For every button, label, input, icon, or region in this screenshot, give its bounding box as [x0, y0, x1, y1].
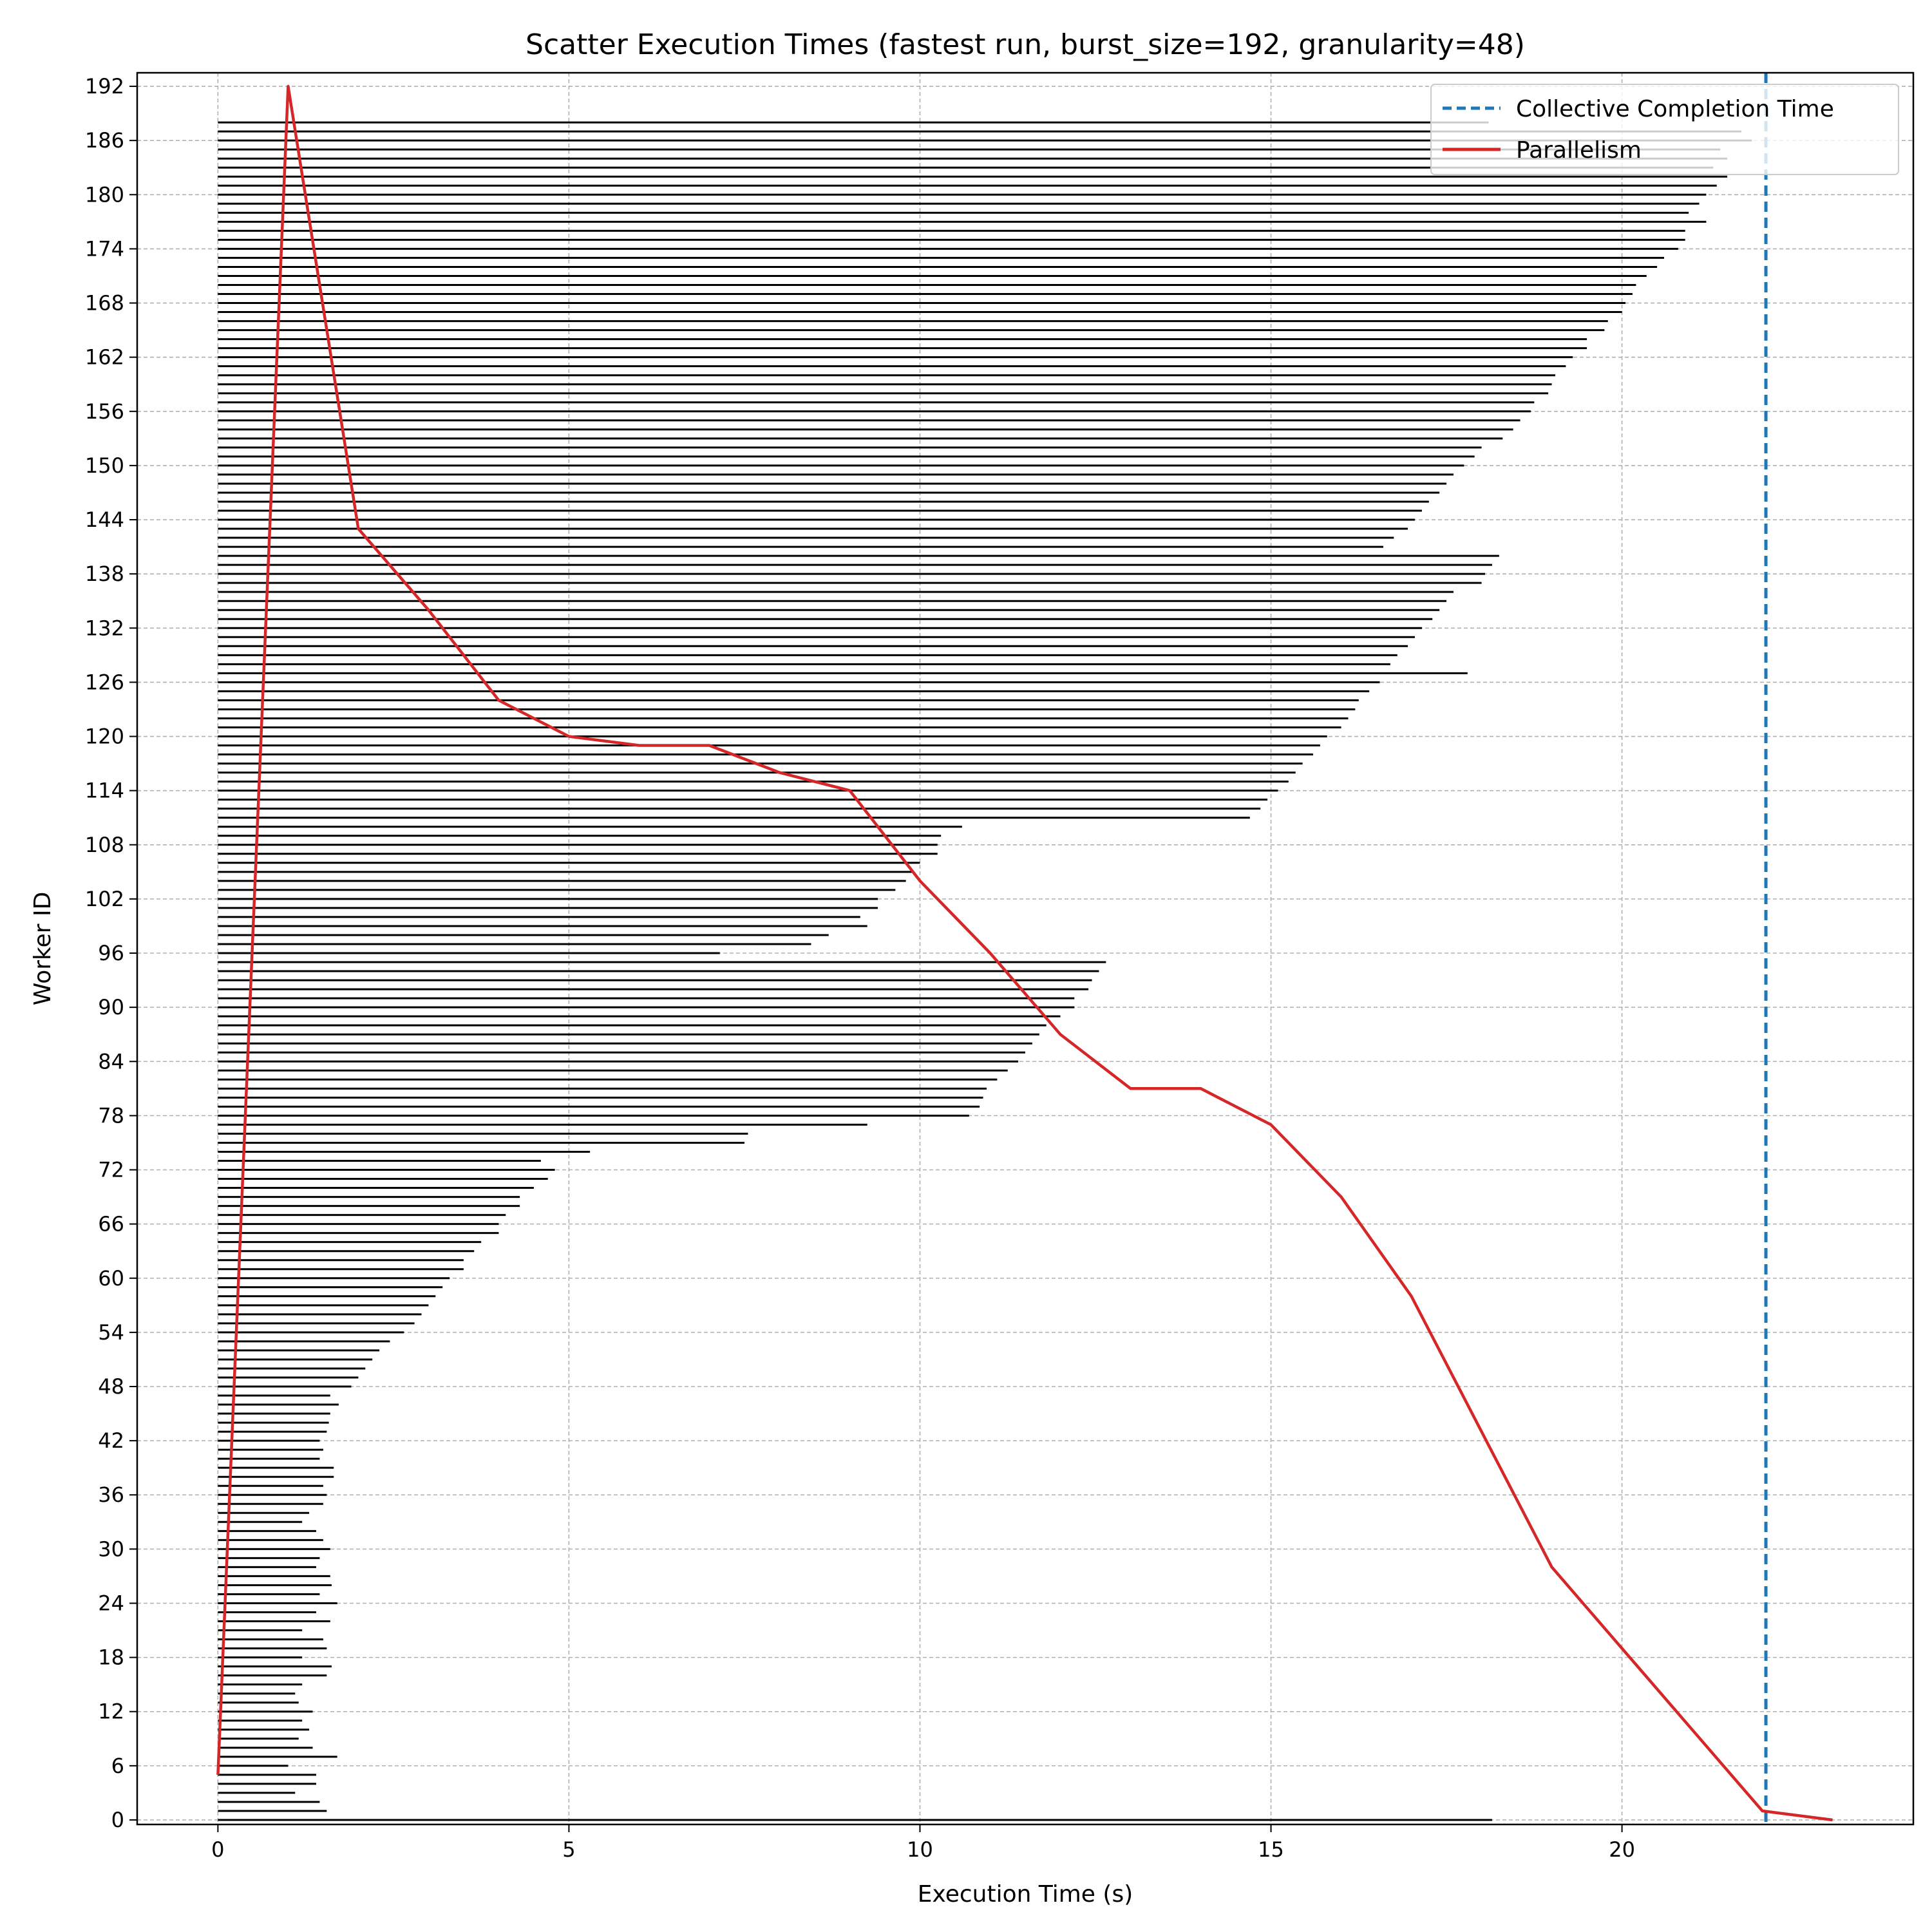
x-axis-title: Execution Time (s): [918, 1881, 1133, 1908]
y-tick-label: 126: [85, 670, 124, 694]
y-tick-label: 6: [111, 1754, 124, 1778]
axis-ticks: 0 5 10 15 20 0 6 12 18 24 30 36 42 48 54 60 66 72 78 84 90 96…: [85, 74, 1635, 1862]
y-tick-label: 180: [85, 182, 124, 207]
y-tick-label: 150: [85, 453, 124, 478]
legend-label-parallelism: Parallelism: [1516, 137, 1642, 164]
y-tick-label: 18: [98, 1645, 124, 1670]
legend-label-collective-completion: Collective Completion Time: [1516, 96, 1834, 122]
y-tick-label: 78: [98, 1103, 124, 1128]
y-tick-label: 114: [85, 779, 124, 803]
y-tick-label: 162: [85, 345, 124, 370]
x-tick-label: 0: [211, 1837, 224, 1862]
series-lines: [216, 73, 1833, 1824]
y-tick-label: 66: [98, 1212, 124, 1236]
gridlines: [137, 73, 1913, 1824]
y-tick-label: 72: [98, 1158, 124, 1182]
y-tick-label: 108: [85, 833, 124, 857]
legend-box: [1430, 84, 1899, 175]
y-tick-label: 174: [85, 236, 124, 261]
y-tick-label: 0: [111, 1808, 124, 1832]
y-tick-label: 12: [98, 1700, 124, 1724]
y-tick-label: 168: [85, 291, 124, 316]
y-tick-label: 42: [98, 1428, 124, 1453]
y-tick-label: 186: [85, 128, 124, 153]
x-tick-label: 20: [1609, 1837, 1635, 1862]
y-tick-label: 138: [85, 562, 124, 586]
y-tick-label: 144: [85, 507, 124, 532]
y-axis-title: Worker ID: [30, 892, 56, 1006]
x-tick-label: 15: [1258, 1837, 1284, 1862]
legend: Collective Completion Time Parallelism: [1430, 84, 1899, 175]
plot-frame: [136, 71, 1915, 1826]
y-tick-label: 90: [98, 995, 124, 1019]
y-tick-label: 24: [98, 1591, 124, 1615]
y-tick-label: 84: [98, 1049, 124, 1074]
y-tick-label: 30: [98, 1537, 124, 1561]
y-tick-label: 132: [85, 616, 124, 640]
y-tick-label: 48: [98, 1374, 124, 1399]
y-tick-label: 36: [98, 1482, 124, 1507]
parallelism-line: [216, 84, 1833, 1822]
y-tick-label: 156: [85, 399, 124, 424]
y-tick-label: 192: [85, 74, 124, 99]
chart-title: Scatter Execution Times (fastest run, bu…: [526, 28, 1525, 61]
y-tick-label: 120: [85, 724, 124, 749]
y-tick-label: 96: [98, 941, 124, 965]
x-tick-label: 5: [562, 1837, 575, 1862]
worker-bars: [218, 121, 1752, 1821]
x-tick-label: 10: [907, 1837, 933, 1862]
y-tick-label: 102: [85, 887, 124, 911]
y-tick-label: 54: [98, 1320, 124, 1345]
y-tick-label: 60: [98, 1266, 124, 1291]
